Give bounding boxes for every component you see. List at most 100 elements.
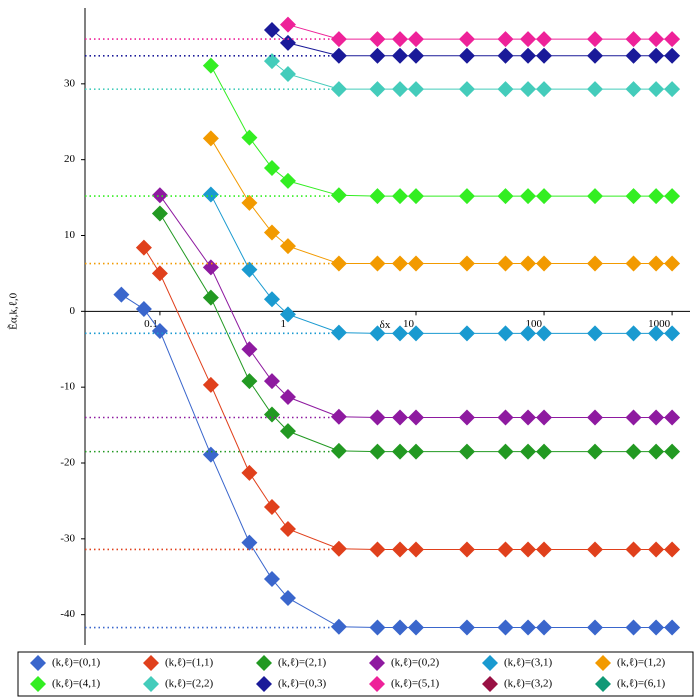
legend-label: (k,ℓ)=(2,2) xyxy=(165,678,213,690)
point xyxy=(625,409,642,426)
point xyxy=(520,409,537,426)
point xyxy=(648,443,665,460)
point xyxy=(586,255,603,272)
point xyxy=(586,31,603,48)
y-tick-label: 10 xyxy=(64,229,76,241)
point xyxy=(536,255,553,272)
point xyxy=(648,325,665,342)
point xyxy=(369,409,386,426)
point xyxy=(330,47,347,64)
point xyxy=(241,464,258,481)
series-line xyxy=(121,294,673,629)
point xyxy=(135,301,152,318)
point xyxy=(520,443,537,460)
point xyxy=(241,341,258,358)
point xyxy=(536,443,553,460)
point xyxy=(664,255,681,272)
point xyxy=(279,389,296,406)
point xyxy=(279,423,296,440)
point xyxy=(330,442,347,459)
point xyxy=(664,31,681,48)
point xyxy=(458,47,475,64)
legend-marker xyxy=(30,655,46,671)
series-line xyxy=(271,29,673,57)
point xyxy=(202,57,219,74)
y-axis-label: Ẽα,k,ℓ,0 xyxy=(8,292,20,330)
legend-label: (k,ℓ)=(0,1) xyxy=(52,657,100,669)
point xyxy=(407,325,424,342)
point xyxy=(586,81,603,98)
point xyxy=(151,323,168,340)
legend-label: (k,ℓ)=(6,1) xyxy=(617,678,665,690)
point xyxy=(392,443,409,460)
legend-marker xyxy=(595,676,611,692)
point xyxy=(369,47,386,64)
point xyxy=(369,31,386,48)
legend-box xyxy=(17,651,694,697)
legend-marker xyxy=(256,676,272,692)
legend-marker xyxy=(369,676,385,692)
point xyxy=(263,571,280,588)
point xyxy=(407,47,424,64)
x-axis-label: δx xyxy=(380,319,391,331)
point xyxy=(392,81,409,98)
point xyxy=(202,376,219,393)
point xyxy=(458,255,475,272)
x-tick-label: 1 xyxy=(280,318,286,330)
legend-marker xyxy=(143,676,159,692)
point xyxy=(664,443,681,460)
point xyxy=(458,409,475,426)
point xyxy=(536,188,553,205)
point xyxy=(648,188,665,205)
point xyxy=(520,619,537,636)
point xyxy=(241,194,258,211)
point xyxy=(586,47,603,64)
point xyxy=(648,255,665,272)
point xyxy=(241,261,258,278)
point xyxy=(664,409,681,426)
point xyxy=(263,53,280,70)
point xyxy=(664,619,681,636)
point xyxy=(586,443,603,460)
point xyxy=(113,286,130,303)
point xyxy=(664,541,681,558)
point xyxy=(536,541,553,558)
point xyxy=(648,619,665,636)
legend-label: (k,ℓ)=(5,1) xyxy=(391,678,439,690)
point xyxy=(458,325,475,342)
series-line xyxy=(210,138,673,265)
y-tick-label: -30 xyxy=(60,532,75,544)
point xyxy=(497,47,514,64)
point xyxy=(392,31,409,48)
point xyxy=(263,21,280,38)
legend-label: (k,ℓ)=(4,1) xyxy=(52,678,100,690)
x-tick-label: 0.1 xyxy=(144,318,158,330)
point xyxy=(625,47,642,64)
point xyxy=(458,541,475,558)
y-tick-label: 30 xyxy=(64,77,76,89)
legend-marker xyxy=(482,655,498,671)
point xyxy=(241,373,258,390)
point xyxy=(407,81,424,98)
point xyxy=(151,187,168,204)
point xyxy=(279,306,296,323)
point xyxy=(330,540,347,557)
point xyxy=(586,188,603,205)
point xyxy=(625,619,642,636)
point xyxy=(664,188,681,205)
point xyxy=(648,47,665,64)
legend-label: (k,ℓ)=(0,3) xyxy=(278,678,326,690)
legend-label: (k,ℓ)=(0,2) xyxy=(391,657,439,669)
legend-marker xyxy=(143,655,159,671)
point xyxy=(458,31,475,48)
point xyxy=(648,541,665,558)
point xyxy=(497,325,514,342)
series-line xyxy=(210,194,673,334)
point xyxy=(263,406,280,423)
point xyxy=(520,81,537,98)
legend-marker xyxy=(256,655,272,671)
point xyxy=(263,373,280,390)
point xyxy=(536,619,553,636)
point xyxy=(520,47,537,64)
y-tick-label: -10 xyxy=(60,381,75,393)
